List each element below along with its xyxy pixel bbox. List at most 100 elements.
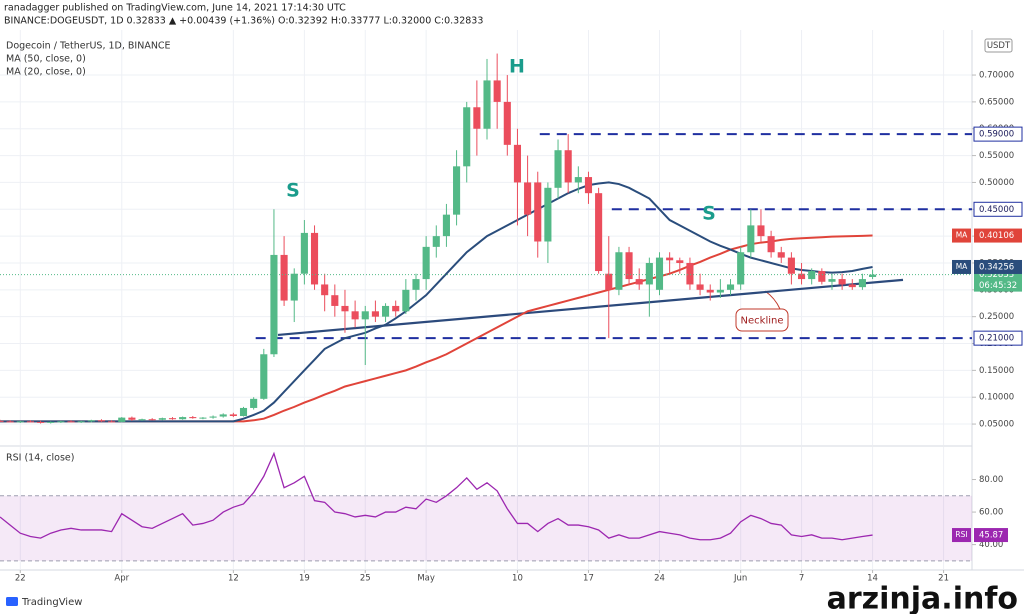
candle-body [260, 354, 268, 399]
rsi-label-box [974, 528, 1008, 543]
annotation: S [702, 203, 716, 225]
grid [0, 30, 972, 569]
candle-body [77, 421, 85, 423]
y-tick-label: 0.25000 [979, 312, 1014, 322]
candle-body [47, 421, 55, 423]
ma-tag-box [952, 228, 971, 243]
candle-body [87, 420, 95, 422]
candle-body [179, 417, 187, 420]
candle-body [676, 260, 684, 263]
candle-body [189, 417, 197, 419]
candle-body [797, 273, 806, 280]
candle-body [108, 421, 116, 423]
candle-body [219, 414, 227, 417]
candle-body [513, 144, 522, 183]
currency-box [984, 38, 1013, 53]
legend-ma50: MA (50, close, 0) [6, 54, 86, 65]
candle-body [209, 416, 217, 418]
candle-body [453, 166, 461, 215]
candle-body [168, 418, 177, 420]
candle-body [808, 271, 816, 280]
candle-body [351, 311, 359, 320]
publisher: ranadagger published on TradingView.com,… [4, 3, 346, 14]
annotation: S [286, 180, 300, 202]
x-tick-label: 17 [583, 574, 594, 584]
rsi-tag-box [952, 528, 971, 543]
candle-body [554, 150, 562, 188]
candle-body [26, 421, 34, 423]
rsi-line [0, 451, 873, 541]
candle-body [493, 80, 501, 102]
candle-body [0, 420, 4, 422]
x-tick-label: 24 [654, 574, 665, 584]
candle-body [382, 305, 390, 317]
candle-body [158, 418, 166, 420]
candle-body [371, 311, 379, 317]
level-label-box [973, 126, 1023, 142]
rsi-tag: RSI [955, 530, 967, 539]
candle-body [392, 305, 400, 312]
watermark: arzinja.info [827, 582, 1018, 614]
candle-body [148, 419, 156, 421]
candle-body [869, 274, 877, 277]
candle-body [838, 279, 846, 285]
candle-body [138, 419, 146, 421]
ma-label-box [974, 228, 1022, 243]
candle-body [524, 182, 532, 215]
y-tick-label: 0.65000 [979, 97, 1014, 107]
x-tick-label: 7 [799, 574, 804, 584]
level-label-box [973, 330, 1023, 346]
level-label-box [973, 201, 1023, 217]
candle-body [473, 107, 481, 129]
candle-body [422, 246, 430, 280]
candle-body [57, 421, 65, 423]
candle-body [341, 305, 349, 312]
ma-tag-box [952, 259, 971, 274]
price-label: 0.32833 [979, 270, 1014, 280]
neckline-box [735, 308, 789, 332]
candle-body [767, 236, 775, 253]
neckline-label: Neckline [741, 316, 784, 327]
candle-body [250, 398, 258, 408]
ma-line [0, 181, 873, 423]
y-tick-label: 0.10000 [979, 393, 1014, 403]
ma-label: 0.34256 [979, 262, 1014, 272]
candle-body [290, 273, 298, 301]
countdown: 06:45:32 [979, 281, 1017, 291]
candle-body [645, 262, 653, 285]
ma-tag: MA [956, 262, 968, 271]
x-tick-label: 14 [867, 574, 878, 584]
candle-body [584, 177, 593, 194]
candle-body [706, 289, 714, 293]
candle-body [37, 421, 45, 423]
candle-body [787, 257, 795, 274]
candle-body [16, 421, 24, 423]
rsi-tick-label: 60.00 [979, 508, 1003, 518]
candle-body [67, 421, 75, 423]
candle-body [503, 101, 511, 145]
annotation: H [509, 56, 525, 78]
candle-body [463, 107, 471, 167]
candle-body [321, 284, 329, 296]
x-tick-label: 12 [228, 574, 239, 584]
y-tick-label: 0.70000 [979, 71, 1014, 81]
candle-body [574, 177, 582, 183]
chart-title: Dogecoin / TetherUS, 1D, BINANCE [6, 41, 171, 52]
candle-body [310, 232, 319, 285]
rsi-tick-label: 40.00 [979, 540, 1003, 550]
candle-body [737, 252, 745, 285]
x-tick-label: 19 [299, 574, 310, 584]
brand-icon [6, 597, 18, 606]
candle-body [777, 252, 785, 258]
brand: TradingView [6, 597, 82, 608]
x-tick-label: 22 [15, 574, 26, 584]
candle-body [483, 80, 491, 129]
candle-body [615, 252, 623, 290]
ma-label-box [974, 259, 1022, 274]
candle-body [402, 289, 410, 312]
candle-body [635, 279, 643, 285]
candle-body [300, 232, 308, 274]
candle-body [432, 236, 440, 247]
candle-body [625, 252, 633, 280]
